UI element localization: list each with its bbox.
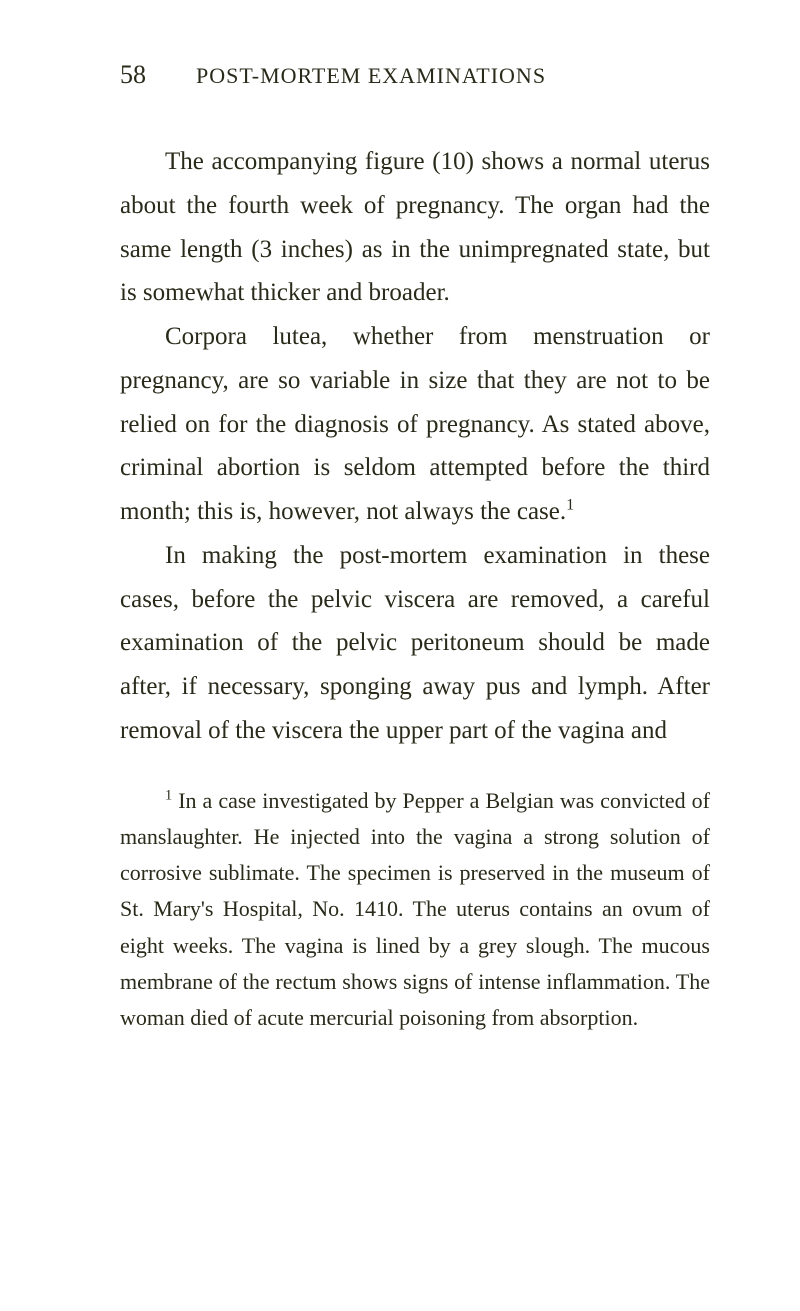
- paragraph-2: Corpora lutea, whether from menstruation…: [120, 315, 710, 534]
- footnote-marker: 1: [165, 787, 172, 803]
- body-text: The accompanying figure (10) shows a nor…: [120, 140, 710, 753]
- page-header: 58 POST-MORTEM EXAMINATIONS: [120, 60, 710, 90]
- running-title: POST-MORTEM EXAMINATIONS: [196, 63, 546, 89]
- footnote: 1 In a case investigated by Pepper a Bel…: [120, 783, 710, 1037]
- page-number: 58: [120, 60, 146, 90]
- footnote-ref: 1: [566, 496, 574, 514]
- paragraph-3: In making the post-mortem examination in…: [120, 534, 710, 753]
- paragraph-1: The accompanying figure (10) shows a nor…: [120, 140, 710, 315]
- footnote-text: 1 In a case investigated by Pepper a Bel…: [120, 783, 710, 1037]
